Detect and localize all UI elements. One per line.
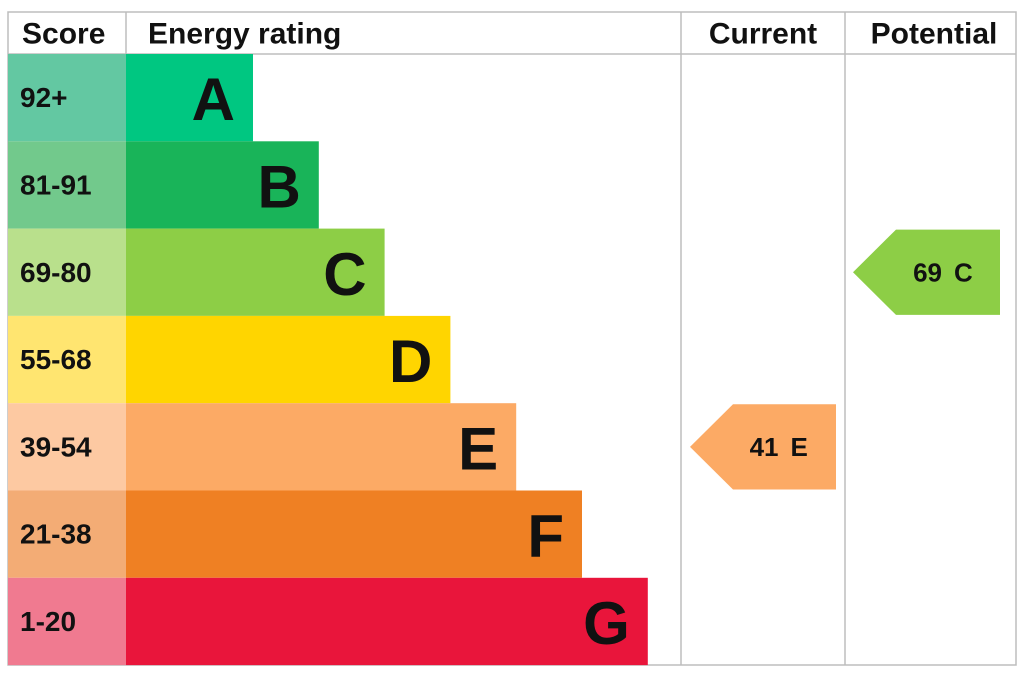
score-label: 92+: [20, 82, 68, 113]
band-letter: D: [389, 328, 432, 395]
score-label: 81-91: [20, 169, 92, 200]
header-rating: Energy rating: [148, 18, 341, 51]
score-cell: [8, 141, 126, 229]
band-letter: A: [192, 66, 235, 133]
header-potential: Potential: [871, 18, 998, 51]
potential-value: 69: [913, 257, 942, 287]
score-label: 55-68: [20, 344, 92, 375]
band-letter: F: [527, 503, 564, 570]
rating-bar: [126, 54, 253, 142]
score-label: 39-54: [20, 431, 92, 462]
rating-bar: [126, 228, 385, 316]
header-score: Score: [22, 18, 105, 51]
score-cell: [8, 403, 126, 491]
rating-bar: [126, 490, 582, 578]
band-letter: G: [583, 590, 630, 657]
current-value: 41: [750, 432, 779, 462]
rating-bar: [126, 577, 648, 666]
score-cell: [8, 315, 126, 404]
band-letter: C: [323, 241, 366, 308]
rating-bar: [126, 403, 517, 491]
score-cell: [8, 490, 126, 578]
score-label: 21-38: [20, 519, 92, 550]
potential-band: C: [954, 257, 973, 287]
score-cell: [8, 54, 126, 142]
score-label: 1-20: [20, 606, 76, 637]
score-cell: [8, 577, 126, 666]
current-band: E: [791, 432, 808, 462]
rating-bar: [126, 141, 319, 229]
score-label: 69-80: [20, 257, 92, 288]
rating-bar: [126, 315, 451, 404]
band-letter: B: [257, 153, 300, 220]
current-arrow: [690, 404, 836, 490]
score-cell: [8, 228, 126, 316]
header-current: Current: [709, 18, 817, 51]
potential-arrow: [853, 229, 1000, 315]
band-letter: E: [458, 415, 498, 482]
